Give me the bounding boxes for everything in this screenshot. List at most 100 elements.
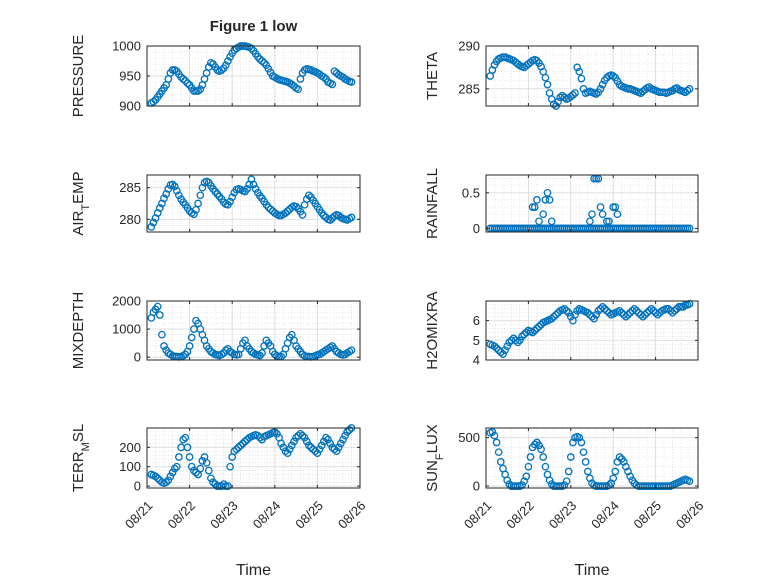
data-series [147, 175, 356, 231]
x-axis-label: Time [236, 562, 271, 579]
data-point [622, 462, 630, 471]
data-point [196, 464, 205, 473]
plot-area [486, 175, 698, 232]
data-point [641, 310, 649, 319]
data-point [598, 80, 607, 89]
y-tick-label: 950 [119, 69, 141, 84]
data-point [685, 85, 694, 93]
data-point [322, 433, 330, 442]
data-point [326, 439, 335, 448]
data-point [598, 210, 607, 219]
data-point [549, 312, 558, 321]
data-point [539, 210, 548, 219]
data-point [520, 477, 529, 486]
subplot-5: 0 1000 2000 MIXDEPTH [70, 292, 361, 369]
data-point [516, 336, 524, 345]
data-point [334, 443, 343, 452]
y-tick-label: 6 [473, 313, 480, 328]
data-point [569, 91, 577, 99]
x-tick-label: 08/24 [250, 498, 284, 532]
y-tick-label: 0 [134, 350, 141, 365]
data-point [530, 440, 539, 449]
data-point [583, 467, 592, 476]
data-point [581, 458, 590, 466]
y-tick-label: 1000 [112, 322, 141, 337]
data-series [486, 53, 694, 110]
data-point [490, 431, 499, 440]
data-point [528, 203, 537, 211]
data-series [486, 300, 694, 358]
data-point [285, 445, 294, 454]
data-point [492, 438, 501, 447]
data-point [305, 441, 313, 450]
y-axis-label: TERRMSL [70, 424, 92, 492]
data-point [194, 87, 202, 95]
data-point [530, 326, 539, 335]
y-tick-label: 200 [119, 440, 141, 455]
subplot-6: 4 5 6 H2OMIXRA [424, 291, 699, 370]
data-point [164, 185, 173, 193]
data-point [524, 462, 533, 471]
data-point [494, 448, 503, 457]
subplot-1: 900 950 1000 PRESSURE [70, 35, 361, 117]
subplot-4: 0 0.5 RAINFALL [424, 168, 699, 239]
data-point [162, 478, 171, 487]
data-point [552, 310, 560, 319]
data-point [543, 188, 552, 197]
data-point [573, 63, 582, 72]
data-point [518, 332, 526, 341]
data-point [281, 447, 290, 456]
data-point [166, 472, 175, 481]
data-point [175, 453, 183, 461]
data-point [496, 458, 505, 466]
data-point [175, 191, 183, 200]
x-tick-label: 08/22 [165, 498, 199, 532]
axes-frame [485, 45, 699, 107]
plot-area [486, 46, 698, 106]
plot-area [147, 175, 360, 232]
data-point [226, 197, 234, 206]
data-series [147, 42, 356, 107]
data-point [330, 445, 339, 454]
data-point [243, 185, 251, 193]
data-point [615, 453, 624, 461]
data-point [613, 210, 622, 219]
data-series [486, 428, 694, 490]
y-tick-label: 2000 [112, 294, 141, 309]
data-point [490, 342, 499, 351]
data-point [575, 433, 584, 442]
data-point [332, 447, 341, 456]
data-point [224, 57, 232, 65]
data-point [311, 447, 320, 456]
data-point [183, 443, 192, 452]
y-tick-label: 0.5 [462, 185, 480, 200]
data-point [533, 196, 541, 204]
data-point [181, 433, 190, 442]
data-point [273, 429, 281, 438]
data-point [209, 478, 217, 487]
y-axis-label: RAINFALL [424, 168, 441, 239]
y-tick-label: 285 [458, 81, 480, 96]
data-point [221, 61, 230, 70]
data-point [160, 194, 168, 203]
data-point [296, 429, 305, 438]
data-point [249, 180, 258, 189]
data-point [496, 348, 505, 356]
data-point [283, 207, 292, 215]
data-point [596, 203, 605, 211]
y-tick-label: 100 [119, 459, 141, 474]
y-axis-label: AIRTEMP [70, 171, 92, 235]
data-point [575, 67, 584, 76]
data-point [196, 85, 205, 94]
data-point [151, 472, 160, 481]
data-point [217, 66, 226, 74]
x-tick-label: 08/24 [588, 498, 622, 532]
data-point [185, 453, 194, 461]
y-tick-label: 0 [473, 479, 480, 494]
data-point [236, 441, 245, 450]
data-point [149, 218, 158, 227]
x-tick-label: 08/21 [461, 498, 495, 532]
data-point [535, 322, 543, 331]
data-point [543, 80, 552, 89]
data-point [562, 306, 571, 315]
